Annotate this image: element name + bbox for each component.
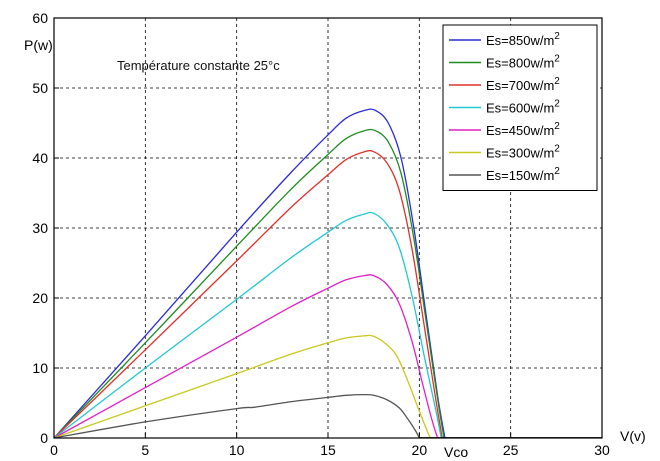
series-line-1 [53, 108, 446, 439]
y-tick-label: 60 [32, 10, 48, 26]
legend-label-5: Es=450w/m2 [486, 121, 560, 138]
x-tick-label: 25 [503, 442, 519, 458]
y-tick-label: 50 [32, 80, 48, 96]
annotation-vco: Vco [444, 444, 468, 460]
legend-label-4: Es=600w/m2 [486, 99, 560, 116]
x-tick-label: 10 [229, 442, 245, 458]
y-tick-label: 0 [40, 430, 48, 446]
y-tick-label: 20 [32, 290, 48, 306]
series-line-6 [53, 334, 431, 439]
x-tick-label: 0 [50, 442, 58, 458]
y-tick-label: 40 [32, 150, 48, 166]
legend-label-6: Es=300w/m2 [486, 144, 560, 161]
y-tick-label: 30 [32, 220, 48, 236]
ticks: 0 5 10 15 20 25 30 0 10 20 30 40 50 60 [32, 10, 610, 458]
legend-label-7: Es=150w/m2 [486, 166, 560, 183]
legend-label-1: Es=850w/m2 [486, 31, 560, 48]
x-axis-label: V(v) [620, 428, 646, 444]
y-axis-label: P(w) [24, 37, 53, 53]
legend-label-3: Es=700w/m2 [486, 76, 560, 93]
series-line-4 [53, 211, 442, 439]
annotation-temperature: Température constante 25°c [117, 58, 280, 73]
series-line-3 [53, 149, 443, 439]
x-tick-label: 30 [594, 442, 610, 458]
series-line-5 [53, 274, 439, 439]
series-line-2 [53, 128, 445, 439]
x-tick-label: 20 [412, 442, 428, 458]
legend: Es=850w/m2 Es=800w/m2 Es=700w/m2 Es=600w/m2… [442, 24, 598, 191]
y-tick-label: 10 [32, 360, 48, 376]
x-tick-label: 5 [141, 442, 149, 458]
series-line-7 [53, 393, 420, 439]
legend-label-2: Es=800w/m2 [486, 54, 560, 71]
x-tick-label: 15 [320, 442, 336, 458]
